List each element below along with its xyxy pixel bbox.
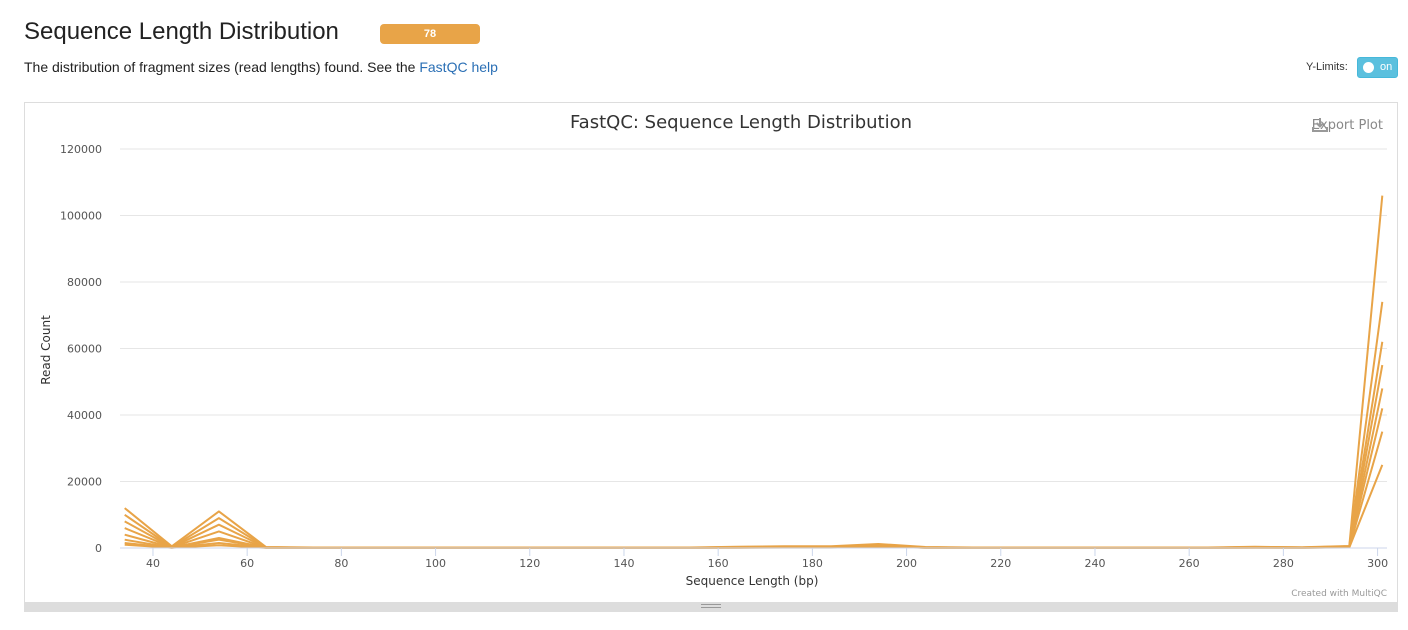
series-line bbox=[124, 364, 1384, 549]
x-tick-label: 60 bbox=[240, 557, 254, 570]
plot-container: 0 20000 40000 60000 80000 100000 120000 40 60 80 1… bbox=[24, 102, 1398, 612]
series-lines bbox=[124, 195, 1384, 549]
export-plot-button[interactable]: Export Plot bbox=[1311, 118, 1383, 133]
x-tick-label: 140 bbox=[613, 557, 634, 570]
y-tick-label: 0 bbox=[95, 542, 102, 555]
x-tick-label: 220 bbox=[990, 557, 1011, 570]
x-axis-label: Sequence Length (bp) bbox=[686, 574, 819, 588]
x-tick-label: 80 bbox=[334, 557, 348, 570]
series-line bbox=[124, 388, 1384, 549]
x-tick-label: 300 bbox=[1367, 557, 1388, 570]
y-tick-label: 80000 bbox=[67, 276, 102, 289]
series-line bbox=[124, 301, 1384, 549]
grip-icon bbox=[701, 604, 721, 608]
sample-count-badge[interactable]: 78 bbox=[380, 24, 480, 44]
x-tick-label: 160 bbox=[708, 557, 729, 570]
ylimits-toggle[interactable]: on bbox=[1357, 57, 1398, 78]
multiqc-credit: Created with MultiQC bbox=[1291, 589, 1387, 599]
series-line bbox=[124, 341, 1384, 549]
section-title: Sequence Length Distribution bbox=[24, 18, 339, 45]
export-plot-label: Export Plot bbox=[1311, 118, 1383, 133]
x-tick-label: 240 bbox=[1084, 557, 1105, 570]
toggle-knob-icon bbox=[1363, 62, 1374, 73]
y-tick-label: 20000 bbox=[67, 476, 102, 489]
x-tick-label: 260 bbox=[1179, 557, 1200, 570]
y-tick-label: 120000 bbox=[60, 143, 102, 156]
download-icon bbox=[1311, 118, 1328, 132]
x-tick-label: 200 bbox=[896, 557, 917, 570]
fastqc-help-link[interactable]: FastQC help bbox=[419, 59, 498, 75]
x-tick-label: 180 bbox=[802, 557, 823, 570]
ylimits-label: Y-Limits: bbox=[1306, 61, 1348, 73]
series-line bbox=[124, 431, 1384, 549]
series-line bbox=[124, 195, 1384, 549]
grid-lines bbox=[120, 148, 1387, 482]
series-line bbox=[124, 464, 1384, 549]
description-text: The distribution of fragment sizes (read… bbox=[24, 59, 420, 75]
x-tick-label: 100 bbox=[425, 557, 446, 570]
chart-title: FastQC: Sequence Length Distribution bbox=[570, 112, 912, 133]
y-tick-label: 60000 bbox=[67, 343, 102, 356]
y-axis-label: Read Count bbox=[39, 315, 53, 385]
y-tick-label: 100000 bbox=[60, 210, 102, 223]
x-tick-label: 280 bbox=[1273, 557, 1294, 570]
y-tick-label: 40000 bbox=[67, 409, 102, 422]
section-description: The distribution of fragment sizes (read… bbox=[24, 59, 498, 75]
toggle-label: on bbox=[1380, 61, 1393, 73]
sequence-length-chart: 0 20000 40000 60000 80000 100000 120000 40 60 80 1… bbox=[39, 112, 1388, 588]
x-tick-label: 40 bbox=[146, 557, 160, 570]
axes: 0 20000 40000 60000 80000 100000 120000 40 60 80 1… bbox=[60, 143, 1388, 570]
x-tick-label: 120 bbox=[519, 557, 540, 570]
series-line bbox=[124, 408, 1384, 549]
plot-resize-handle[interactable] bbox=[25, 602, 1397, 611]
